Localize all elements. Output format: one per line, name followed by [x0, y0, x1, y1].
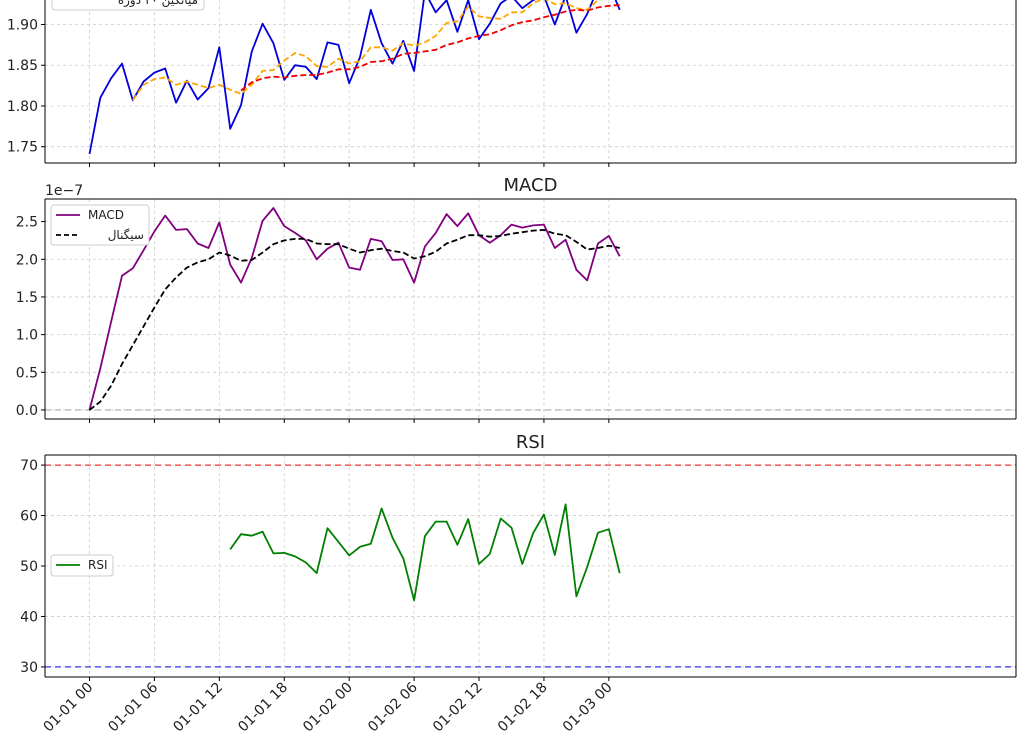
legend-label: سیگنال — [108, 228, 144, 242]
y-tick-label: 1.5 — [16, 290, 38, 306]
y-tick-label: 2.0 — [16, 252, 38, 268]
x-tick-label: 01-01 00 — [41, 680, 97, 736]
x-tick-label: 01-01 18 — [235, 680, 291, 736]
y-tick-label: 1.85 — [7, 58, 38, 74]
y-tick-label: 1.90 — [7, 18, 38, 34]
y-tick-label: 30 — [20, 660, 38, 676]
y-tick-label: 40 — [20, 609, 38, 625]
legend-label: RSI — [88, 558, 108, 572]
y-tick-label: 2.5 — [16, 215, 38, 231]
y-tick-label: 0.0 — [16, 403, 38, 419]
x-tick-label: 01-03 00 — [560, 680, 616, 736]
legend: RSI — [50, 554, 114, 577]
series-line-rsi — [229, 503, 621, 602]
x-tick-label: 01-02 18 — [495, 680, 551, 736]
chart-title: MACD — [504, 175, 558, 196]
panel-3: 30 40 50 60 70 RSI RSI — [20, 432, 1017, 681]
panel-1: 1.75 1.80 1.85 1.90 میانگین ۲۰ دوره — [7, 0, 1017, 167]
y-tick-label: 0.5 — [16, 365, 38, 381]
panel-2: 0.0 0.5 1.0 1.5 2.0 2.5 MACD 1e−7 MACD سیگنال — [16, 175, 1017, 423]
legend-box — [51, 0, 205, 11]
y-offset-label: 1e−7 — [45, 183, 83, 199]
chart-title: RSI — [516, 432, 545, 453]
x-tick-label: 01-02 12 — [430, 680, 486, 736]
series-line-signal — [88, 228, 620, 411]
x-tick-label: 01-02 06 — [365, 679, 421, 735]
y-tick-label: 1.0 — [16, 328, 38, 344]
series-line-price — [88, 0, 621, 155]
y-tick-label: 50 — [20, 559, 38, 575]
y-tick-label: 1.75 — [7, 140, 38, 156]
legend: میانگین ۲۰ دوره — [51, 0, 205, 11]
series-line-macd — [88, 207, 621, 411]
series-line-ma_20 — [240, 4, 620, 92]
series-line-ma_short — [132, 0, 601, 101]
x-tick-label: 01-01 06 — [105, 679, 161, 735]
x-tick-label: 01-01 12 — [170, 680, 226, 736]
x-tick-label: 01-02 00 — [300, 680, 356, 736]
legend-box — [50, 554, 114, 577]
y-tick-label: 70 — [20, 458, 38, 474]
legend: MACD سیگنال — [50, 204, 150, 246]
y-tick-label: 1.80 — [7, 99, 38, 115]
legend-label: MACD — [88, 208, 124, 222]
y-tick-label: 60 — [20, 509, 38, 525]
legend-label: میانگین ۲۰ دوره — [118, 0, 198, 8]
